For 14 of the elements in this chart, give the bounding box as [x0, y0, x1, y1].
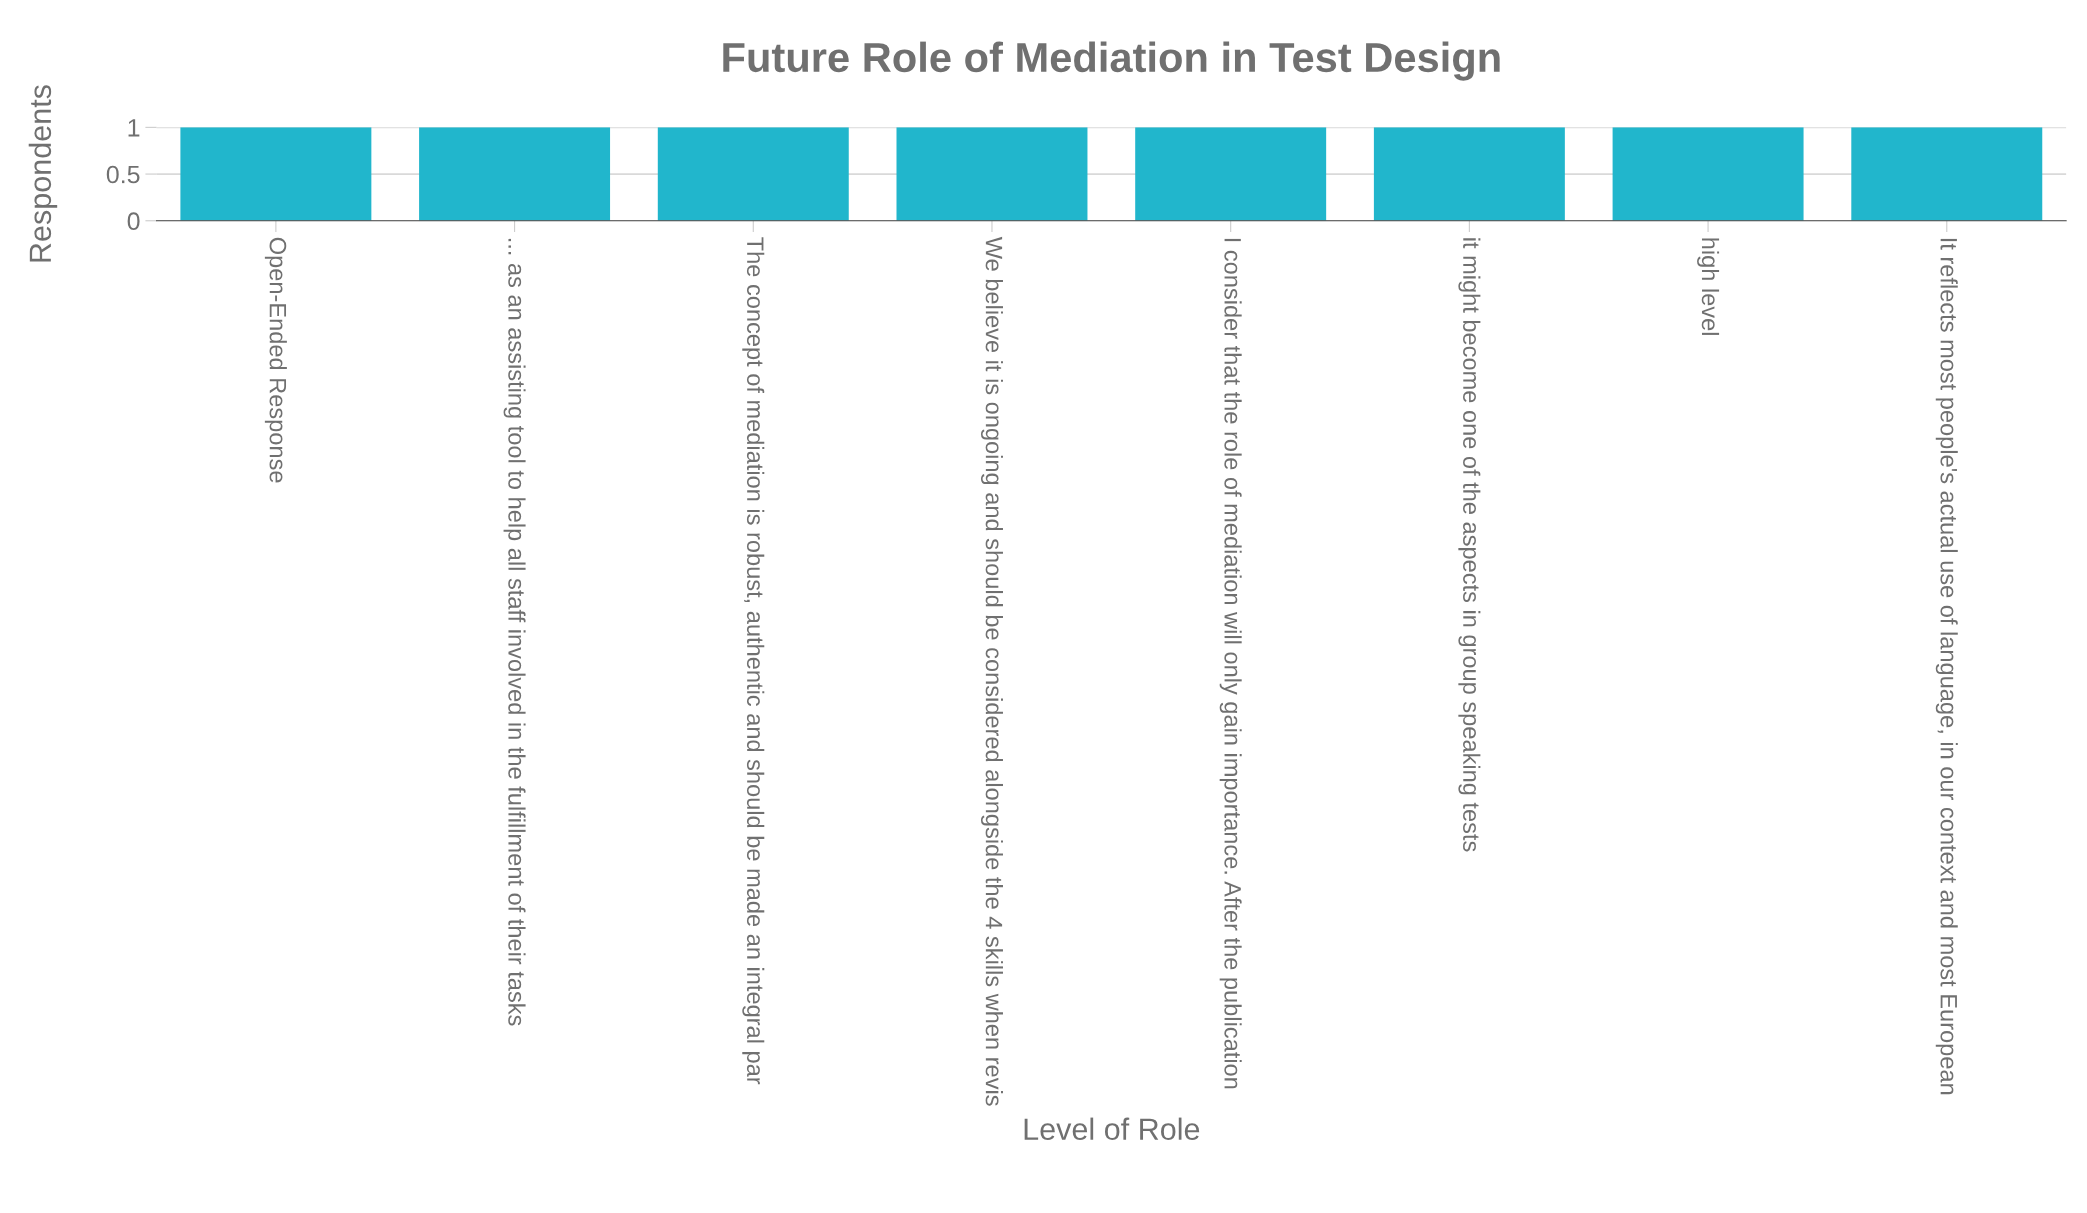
x-tick-label: It reflects most people's actual use of language, in our context and most European — [1935, 238, 1958, 1095]
x-axis-title: Level of Role — [1024, 1117, 1200, 1141]
x-tick-label: The concept of mediation is robust, authentic and should be made an integral par — [742, 237, 765, 1085]
y-tick-label: 1 — [128, 119, 140, 137]
x-tick-label: We believe it is ongoing and should be considered alongside the 4 skills when revis — [980, 236, 1003, 1106]
x-tick-label: ... as an assisting tool to help all staff involved in the fulfillment of their tasks — [503, 238, 526, 1026]
x-tick-label: it might become one of the aspects in group speaking tests — [1458, 238, 1481, 852]
chart-title: Future Role of Mediation in Test Design — [723, 41, 1500, 81]
x-tick-label: Open-Ended Response — [264, 237, 287, 483]
x-tick-label: I consider that the role of mediation will only gain importance. After the publication — [1219, 238, 1242, 1089]
y-tick-label: 0 — [127, 212, 140, 231]
x-tick-label: high level — [1697, 238, 1720, 335]
y-axis-title: Respondents — [28, 85, 58, 262]
y-tick-label: 0.5 — [106, 165, 140, 184]
